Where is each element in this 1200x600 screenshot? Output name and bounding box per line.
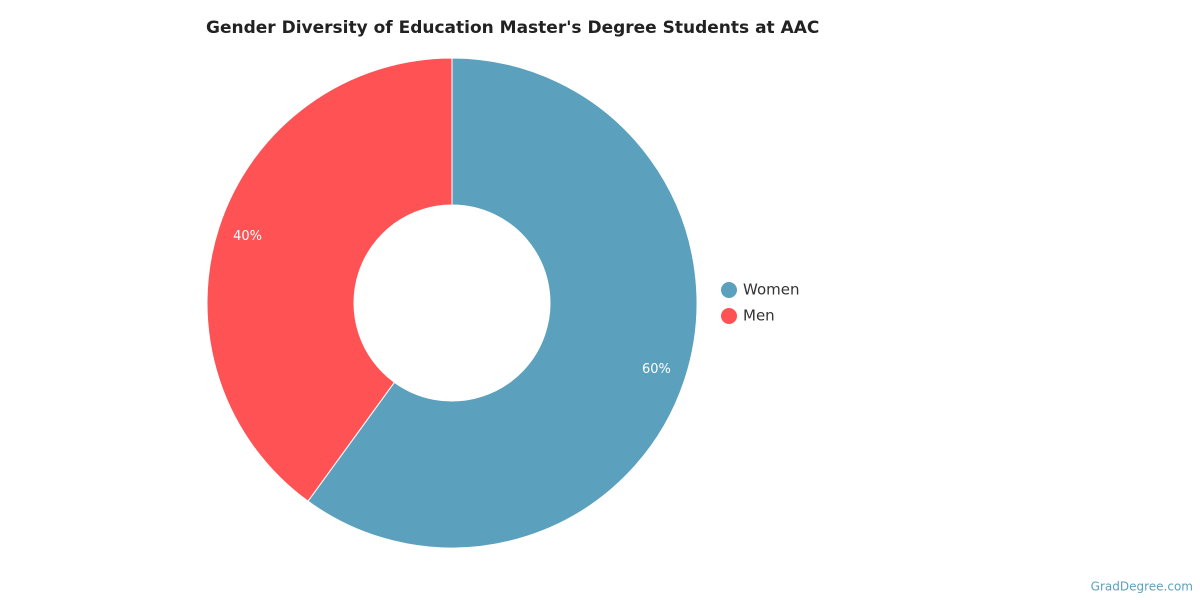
chart-title: Gender Diversity of Education Master's D…: [206, 18, 819, 38]
donut-slice: [307, 57, 698, 549]
source-link[interactable]: GradDegree.com: [1091, 580, 1193, 594]
slice-label: 40%: [233, 229, 262, 244]
legend-swatch: [721, 308, 737, 324]
donut-slice: [206, 57, 453, 502]
legend-swatch: [721, 282, 737, 298]
legend-label: Men: [743, 307, 775, 325]
legend-label: Women: [743, 281, 799, 299]
slice-label: 60%: [642, 362, 671, 377]
